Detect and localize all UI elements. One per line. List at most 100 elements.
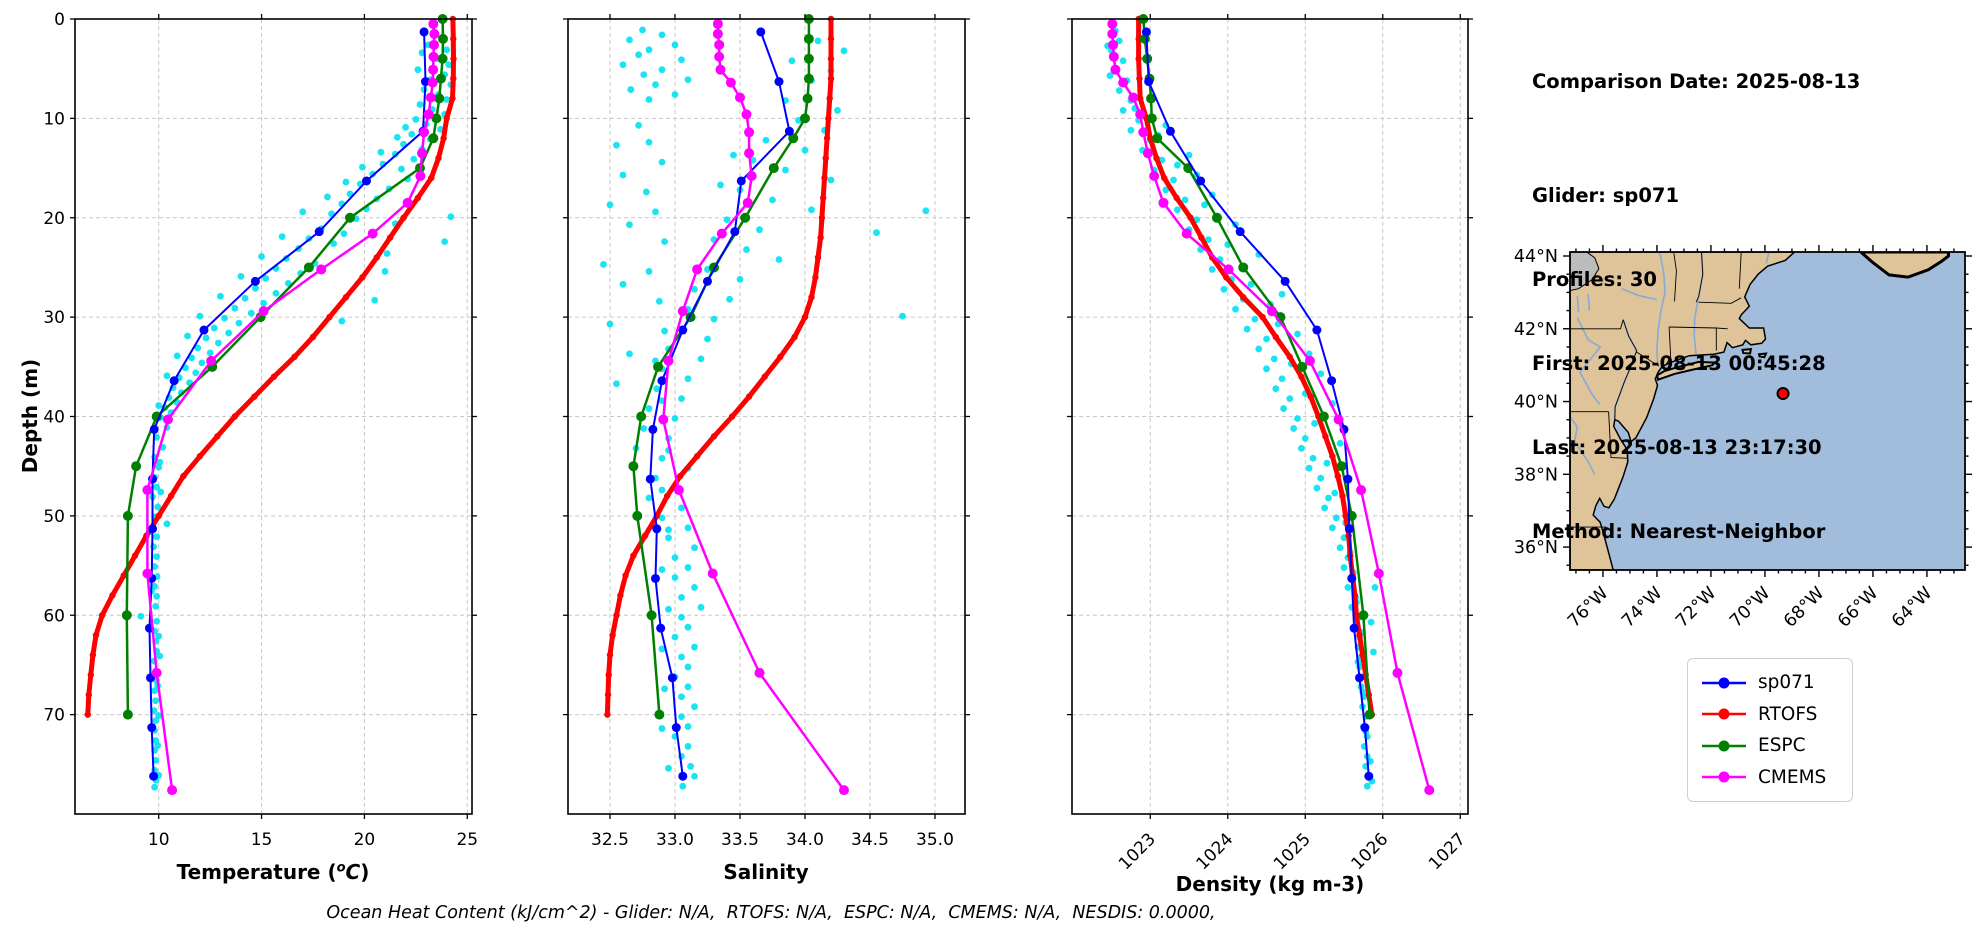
rtofs-marker bbox=[1339, 492, 1346, 500]
rtofs-marker bbox=[609, 631, 616, 639]
espc-marker bbox=[803, 33, 814, 44]
info-profiles: Profiles: 30 bbox=[1532, 268, 1657, 291]
rtofs-marker bbox=[822, 154, 829, 162]
rtofs-marker bbox=[400, 214, 407, 221]
rtofs-marker bbox=[440, 135, 447, 142]
ytick-label: 0 bbox=[54, 10, 65, 30]
rtofs-marker bbox=[1136, 75, 1143, 82]
land-polygon bbox=[1570, 252, 1796, 570]
temperature-axis-label-close: ) bbox=[360, 860, 370, 884]
cmems-marker bbox=[417, 148, 428, 159]
rtofs-marker bbox=[819, 194, 827, 202]
rtofs-marker bbox=[791, 333, 798, 341]
rtofs-marker bbox=[84, 711, 91, 718]
sp071-marker bbox=[645, 474, 655, 484]
espc-line-sample-icon bbox=[1702, 740, 1746, 752]
xtick-label: 20 bbox=[354, 830, 376, 850]
ytick-label: 40 bbox=[43, 408, 65, 428]
sp071-line-sample-icon bbox=[1702, 677, 1746, 689]
series-espc bbox=[121, 14, 448, 720]
espc-marker bbox=[345, 212, 356, 223]
legend-label-cmems: CMEMS bbox=[1758, 766, 1827, 788]
rtofs-marker bbox=[291, 353, 298, 361]
info-method: Method: Nearest-Neighbor bbox=[1532, 520, 1826, 543]
state-border bbox=[1608, 411, 1629, 459]
espc-marker bbox=[121, 610, 132, 621]
state-border bbox=[1636, 351, 1660, 367]
cmems-marker bbox=[1128, 92, 1139, 103]
sp071-marker bbox=[730, 227, 740, 237]
river bbox=[1621, 287, 1658, 301]
espc-marker bbox=[437, 33, 448, 44]
espc-marker bbox=[654, 709, 665, 720]
series-espc bbox=[628, 14, 814, 720]
series-sp071 bbox=[645, 27, 794, 781]
temperature-axis-label-text: Temperature ( bbox=[176, 860, 337, 884]
xtick-label: 15 bbox=[251, 830, 273, 850]
sp071-marker bbox=[784, 126, 794, 136]
legend-label-sp071: sp071 bbox=[1758, 672, 1815, 694]
cmems-marker bbox=[1110, 64, 1121, 75]
espc-marker bbox=[788, 133, 799, 144]
espc-marker bbox=[632, 510, 643, 521]
lat-tick-label: 40°N bbox=[1514, 393, 1558, 413]
lake-region bbox=[1570, 252, 1600, 292]
sp071-marker bbox=[169, 376, 179, 386]
cmems-marker bbox=[427, 77, 438, 88]
sp071-marker bbox=[648, 424, 658, 434]
sp071-marker bbox=[147, 723, 157, 733]
cmems-marker bbox=[716, 228, 727, 239]
cmems-marker bbox=[715, 64, 726, 75]
land-polygon bbox=[1741, 347, 1753, 355]
cmems-marker bbox=[142, 485, 153, 496]
espc-marker bbox=[1297, 361, 1308, 372]
sp071-marker bbox=[1364, 771, 1374, 781]
sp071-marker bbox=[656, 623, 666, 633]
rtofs-marker bbox=[1272, 333, 1280, 341]
sp071-marker bbox=[1312, 325, 1322, 335]
cmems-line bbox=[662, 22, 846, 792]
sp071-marker bbox=[1196, 176, 1206, 186]
rtofs-marker bbox=[1153, 154, 1160, 162]
cmems-marker bbox=[428, 64, 439, 75]
cmems-marker bbox=[741, 109, 752, 120]
espc-marker bbox=[122, 510, 133, 521]
xtick-label: 10 bbox=[148, 830, 170, 850]
ytick-label: 10 bbox=[43, 109, 65, 129]
rtofs-line bbox=[604, 16, 834, 718]
state-border bbox=[1698, 297, 1742, 304]
sp071-marker bbox=[250, 276, 260, 286]
rtofs-marker bbox=[428, 174, 435, 182]
rtofs-marker bbox=[1136, 95, 1144, 102]
cmems-marker bbox=[673, 485, 684, 496]
espc-marker bbox=[799, 113, 810, 124]
density-profile: 1023 1024 1025 1026 1027 bbox=[1042, 14, 1498, 874]
info-panel: Comparison Date: 2025-08-13 Glider: sp07… bbox=[1532, 12, 1860, 602]
rtofs-marker bbox=[87, 671, 95, 679]
rtofs-marker bbox=[270, 373, 278, 380]
series-sp071 bbox=[144, 27, 431, 781]
cmems-marker bbox=[415, 171, 426, 182]
river bbox=[1576, 317, 1602, 405]
rtofs-marker bbox=[450, 35, 457, 43]
info-last: Last: 2025-08-13 23:17:30 bbox=[1532, 436, 1822, 459]
temperature-profile: 10 15 20 25 0 10 20 30 40 50 60 70 bbox=[43, 10, 502, 850]
xtick-label: 34.0 bbox=[786, 830, 824, 850]
rtofs-marker bbox=[823, 135, 831, 142]
rtofs-marker bbox=[613, 612, 620, 619]
state-border bbox=[1738, 252, 1742, 289]
glider-observations bbox=[600, 26, 930, 790]
rtofs-marker bbox=[167, 492, 175, 500]
cmems-marker bbox=[428, 39, 439, 50]
river bbox=[1765, 252, 1770, 264]
rtofs-marker bbox=[821, 174, 828, 182]
rtofs-line bbox=[1136, 16, 1375, 718]
sp071-line bbox=[1145, 30, 1370, 778]
rtofs-marker bbox=[827, 55, 835, 62]
cmems-marker bbox=[1108, 51, 1119, 62]
sp071-marker bbox=[1349, 623, 1359, 633]
rtofs-marker bbox=[1298, 373, 1305, 380]
rtofs-marker bbox=[251, 393, 258, 400]
rtofs-marker bbox=[710, 433, 718, 440]
